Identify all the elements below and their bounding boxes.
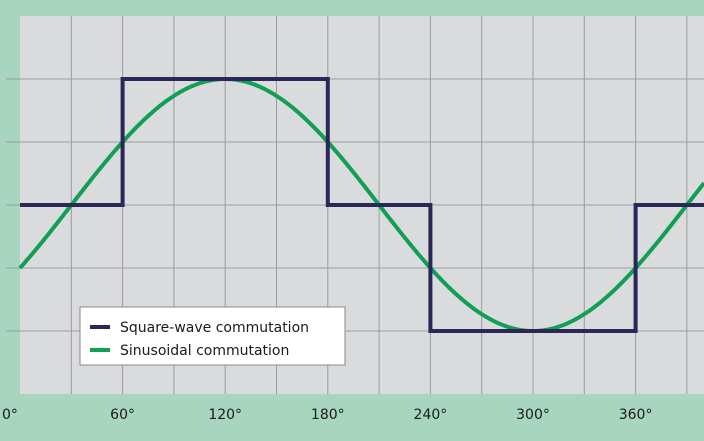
- x-tick-label: 360°: [619, 407, 653, 423]
- series-layer: [18, 77, 704, 333]
- legend-label-square-wave: Square-wave commutation: [120, 320, 309, 336]
- x-tick-label: 0°: [2, 407, 18, 423]
- x-tick-label: 300°: [516, 407, 550, 423]
- legend-label-sinusoidal: Sinusoidal commutation: [120, 343, 289, 359]
- x-tick-label: 240°: [414, 407, 448, 423]
- x-axis-tick-labels: 0° 60° 120° 180° 240° 300° 360°: [2, 407, 652, 423]
- series-sinusoidal: [18, 77, 704, 333]
- x-tick-label: 180°: [311, 407, 345, 423]
- legend: Square-wave commutation Sinusoidal commu…: [79, 306, 346, 366]
- legend-box: [79, 306, 346, 366]
- x-tick-label: 60°: [110, 407, 135, 423]
- series-square-wave: [20, 77, 704, 333]
- x-tick-label: 120°: [208, 407, 242, 423]
